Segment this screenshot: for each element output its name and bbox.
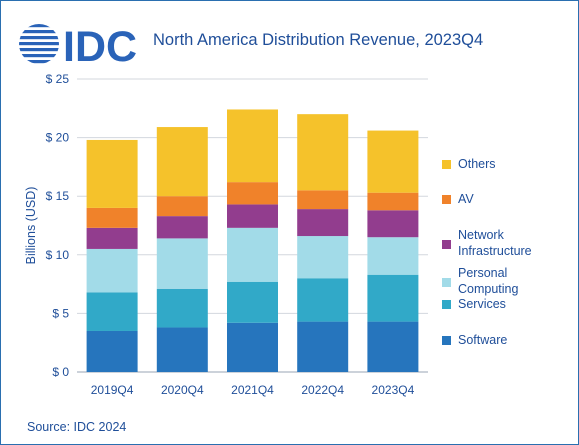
bar-segment [86,207,138,228]
legend-label: Network [458,228,505,242]
legend-label: Others [458,157,496,171]
bar-segment [86,292,138,331]
legend-label: Services [458,297,506,311]
bar-segment [156,288,208,328]
bar-segment [367,321,419,372]
y-tick-label: $ 5 [52,306,69,320]
bar-segment [86,139,138,208]
bar-segment [86,248,138,293]
bar-segment [86,330,138,372]
legend-label: Infrastructure [458,244,532,258]
bar-segment [227,322,278,372]
x-axis-ticks: 2019Q4 2020Q4 2021Q4 2022Q4 2023Q4 [91,383,415,397]
legend-swatch [442,300,451,309]
bar-segment [297,114,349,191]
bar-segment [367,274,419,322]
x-tick-label: 2019Q4 [91,383,134,397]
legend-swatch [442,336,451,345]
legend-label: Software [458,333,507,347]
bar-segment [297,209,349,237]
bar-segment [156,238,208,289]
chart-title: North America Distribution Revenue, 2023… [153,31,484,49]
y-tick-label: $ 25 [46,72,70,86]
legend-label: Personal [458,266,507,280]
bar-segment [367,130,419,193]
bar-segment [156,216,208,239]
legend-swatch [442,195,451,204]
y-axis-ticks: $ 0 $ 5 $ 10 $ 15 $ 20 $ 25 [46,72,70,379]
bar-segment [297,278,349,322]
bar-segment [367,210,419,238]
y-tick-label: $ 10 [46,248,70,262]
bar-segment [156,127,208,197]
y-tick-label: $ 20 [46,131,70,145]
bar-segment [227,182,278,205]
legend-swatch [442,240,451,249]
idc-logo: IDC [19,23,137,67]
legend-label: AV [458,192,474,206]
bar-segment [297,321,349,372]
bar-segment [156,196,208,217]
bar-segment [227,281,278,323]
legend: Others AV Network Infrastructure Personal Com… [442,157,532,347]
globe-icon [19,24,59,64]
bars [86,109,419,372]
legend-swatch [442,160,451,169]
x-tick-label: 2022Q4 [301,383,344,397]
legend-swatch [442,278,451,287]
y-axis-label: Billions (USD) [24,187,38,265]
bar-segment [227,227,278,282]
x-tick-label: 2023Q4 [372,383,415,397]
bar-segment [297,190,349,210]
bar-segment [227,204,278,228]
bar-segment [86,227,138,249]
legend-label: Computing [458,282,518,296]
y-tick-label: $ 0 [52,365,69,379]
y-tick-label: $ 15 [46,189,70,203]
logo-text: IDC [63,23,137,67]
source-note: Source: IDC 2024 [27,420,127,434]
bar-segment [227,109,278,183]
bar-segment [297,236,349,279]
x-tick-label: 2021Q4 [231,383,274,397]
bar-segment [367,192,419,211]
x-tick-label: 2020Q4 [161,383,204,397]
bar-segment [367,237,419,275]
bar-segment [156,327,208,372]
